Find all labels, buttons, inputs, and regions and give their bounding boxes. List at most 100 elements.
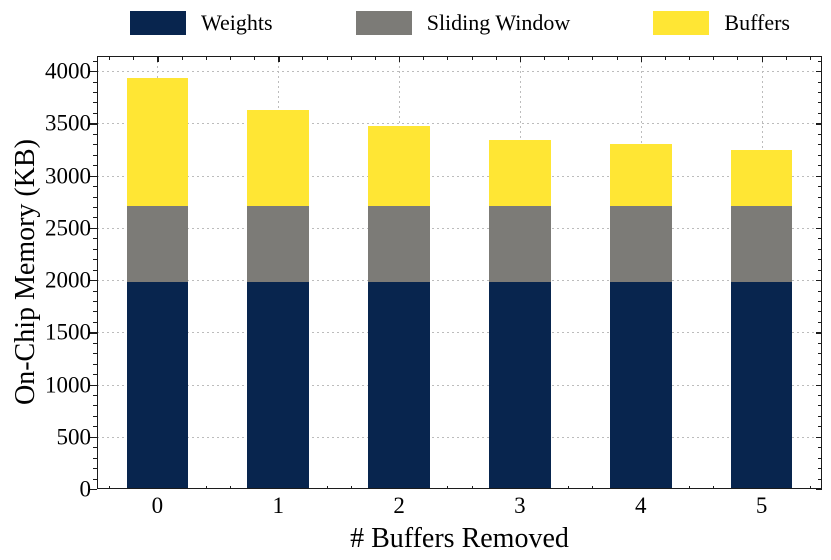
x-major-tick-top	[640, 56, 643, 62]
bar-segment-sliding-window-cat2	[368, 205, 430, 282]
y-major-tick-right	[816, 436, 822, 439]
x-minor-tick-bottom	[205, 485, 207, 489]
y-minor-tick-right	[818, 415, 822, 417]
y-minor-tick-left	[93, 206, 97, 208]
y-major-tick-right	[816, 280, 822, 282]
y-tick-label: 3500	[45, 110, 91, 136]
y-gridline	[97, 71, 822, 73]
x-minor-tick-top	[133, 56, 135, 60]
y-minor-tick-right	[818, 342, 822, 344]
y-gridline	[97, 227, 822, 229]
y-gridline	[97, 436, 822, 438]
x-minor-tick-top	[350, 56, 352, 60]
y-minor-tick-left	[93, 321, 97, 323]
y-major-tick-right	[816, 71, 822, 73]
y-tick-labels: 0 500 1000 1500 2000 2500 3000 3500 4000	[0, 56, 92, 501]
y-minor-tick-left	[93, 186, 97, 188]
y-minor-tick-left	[93, 102, 97, 104]
y-minor-tick-right	[818, 363, 822, 365]
y-minor-tick-left	[93, 133, 97, 135]
y-minor-tick-right	[818, 478, 822, 480]
y-tick-label: 2500	[45, 215, 91, 241]
y-minor-tick-left	[93, 112, 97, 114]
y-minor-tick-left	[93, 196, 97, 198]
y-tick-label: 1500	[45, 319, 91, 345]
x-tick-label: 1	[272, 493, 285, 518]
y-minor-tick-left	[93, 447, 97, 449]
y-minor-tick-right	[818, 426, 822, 428]
y-minor-tick-right	[818, 300, 822, 302]
x-minor-tick-top	[809, 56, 811, 60]
bar-segment-weights-cat1	[247, 281, 310, 489]
x-minor-tick-bottom	[326, 485, 328, 489]
x-minor-tick-bottom	[592, 485, 594, 489]
x-tick-label: 5	[755, 493, 768, 518]
x-minor-tick-top	[471, 56, 473, 60]
x-tick-label: 4	[635, 493, 647, 518]
y-major-tick-right	[816, 332, 822, 334]
y-minor-tick-left	[93, 415, 97, 417]
y-major-tick-right	[816, 175, 822, 177]
bar-segment-buffers-cat0	[126, 78, 189, 206]
bar-segment-sliding-window-cat0	[126, 205, 189, 282]
y-major-tick-right	[816, 227, 822, 230]
bar-segment-buffers-cat2	[368, 125, 430, 206]
y-minor-tick-left	[93, 144, 97, 146]
y-minor-tick-right	[818, 447, 822, 449]
y-minor-tick-right	[818, 269, 822, 271]
y-minor-tick-right	[818, 217, 822, 219]
bar-segment-buffers-cat1	[247, 109, 310, 206]
x-axis-title: # Buffers Removed	[350, 523, 569, 554]
y-major-tick-right	[816, 123, 822, 125]
y-minor-tick-left	[93, 394, 97, 396]
x-major-tick-top	[399, 56, 401, 62]
x-minor-tick-top	[689, 56, 691, 60]
y-minor-tick-left	[93, 311, 97, 313]
y-minor-tick-left	[93, 269, 97, 271]
x-minor-tick-bottom	[447, 485, 449, 489]
x-minor-tick-top	[568, 56, 570, 60]
x-major-tick-top	[157, 56, 159, 62]
y-minor-tick-right	[818, 102, 822, 104]
y-minor-tick-right	[818, 248, 822, 250]
y-minor-tick-left	[93, 363, 97, 365]
y-minor-tick-left	[93, 165, 97, 167]
y-major-tick-left	[90, 384, 97, 386]
x-major-tick-top	[761, 56, 763, 62]
y-minor-tick-right	[818, 405, 822, 407]
y-minor-tick-left	[93, 457, 97, 459]
y-minor-tick-right	[818, 457, 822, 459]
y-gridline	[97, 123, 822, 125]
x-minor-tick-top	[495, 56, 497, 60]
y-major-tick-left	[90, 436, 97, 439]
bar-segment-weights-cat4	[609, 281, 672, 489]
x-minor-tick-top	[544, 56, 546, 60]
bar-segment-weights-cat0	[126, 281, 189, 489]
x-minor-tick-bottom	[229, 485, 231, 489]
x-minor-tick-top	[785, 56, 787, 60]
y-tick-label: 3000	[45, 163, 91, 189]
x-minor-tick-bottom	[350, 485, 352, 489]
legend-label: Sliding Window	[426, 10, 571, 35]
x-minor-tick-top	[109, 56, 111, 60]
x-minor-tick-top	[737, 56, 739, 60]
x-minor-tick-bottom	[689, 485, 691, 489]
y-minor-tick-left	[93, 248, 97, 250]
y-minor-tick-right	[818, 144, 822, 146]
y-minor-tick-right	[818, 60, 822, 62]
y-minor-tick-right	[818, 206, 822, 208]
y-tick-label: 500	[56, 424, 92, 450]
y-minor-tick-left	[93, 217, 97, 219]
x-minor-tick-top	[302, 56, 304, 60]
y-minor-tick-right	[818, 394, 822, 396]
y-minor-tick-left	[93, 353, 97, 355]
bar-segment-sliding-window-cat1	[247, 205, 310, 282]
x-minor-tick-top	[447, 56, 449, 60]
y-major-tick-left	[90, 227, 97, 230]
y-major-tick-right	[816, 384, 822, 386]
bar-segment-weights-cat2	[368, 281, 430, 489]
y-minor-tick-left	[93, 405, 97, 407]
x-minor-tick-top	[229, 56, 231, 60]
x-minor-tick-top	[326, 56, 328, 60]
